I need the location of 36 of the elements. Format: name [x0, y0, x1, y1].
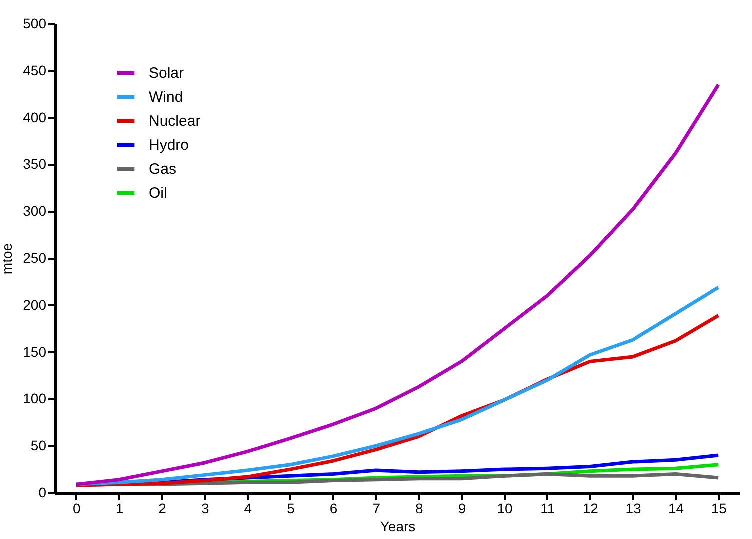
y-tick-label: 50 — [30, 438, 47, 454]
x-tick-label: 5 — [287, 500, 296, 516]
legend-label: Hydro — [149, 137, 190, 154]
x-tick-label: 2 — [158, 500, 167, 516]
x-tick-label: 7 — [372, 500, 381, 516]
x-tick-label: 10 — [497, 500, 514, 516]
line-series — [74, 83, 720, 486]
x-tick-label: 3 — [201, 500, 210, 516]
y-tick-label: 500 — [23, 16, 47, 32]
x-tick-label: 9 — [458, 500, 466, 516]
legend-label: Solar — [149, 65, 184, 82]
y-tick-label: 100 — [23, 390, 47, 407]
x-tick-label: 15 — [711, 500, 728, 516]
legend-label: Oil — [149, 185, 168, 202]
y-tick-label: 0 — [38, 484, 47, 500]
x-axis-title: Years — [380, 518, 416, 534]
x-tick-label: 12 — [582, 500, 599, 516]
y-tick-label: 250 — [23, 250, 47, 266]
x-tick-label: 0 — [73, 500, 82, 516]
x-tick-label: 8 — [416, 500, 424, 516]
y-tick-label: 300 — [23, 203, 47, 220]
legend-label: Nuclear — [149, 113, 201, 130]
x-tick-label: 1 — [116, 500, 124, 516]
y-axis-title: mtoe — [0, 243, 16, 275]
y-tick-label: 150 — [23, 344, 47, 360]
y-tick-label: 200 — [23, 296, 47, 313]
y-tick-label: 400 — [23, 109, 47, 126]
y-tick-label: 350 — [23, 156, 47, 172]
x-tick-label: 11 — [540, 500, 556, 516]
x-tick-label: 6 — [330, 500, 338, 516]
x-tick-label: 13 — [626, 500, 642, 516]
y-tick-label: 450 — [23, 62, 47, 78]
legend-label: Gas — [149, 161, 177, 178]
x-tick-label: 4 — [244, 500, 252, 516]
legend-label: Wind — [149, 89, 184, 106]
x-tick-label: 14 — [668, 500, 684, 516]
